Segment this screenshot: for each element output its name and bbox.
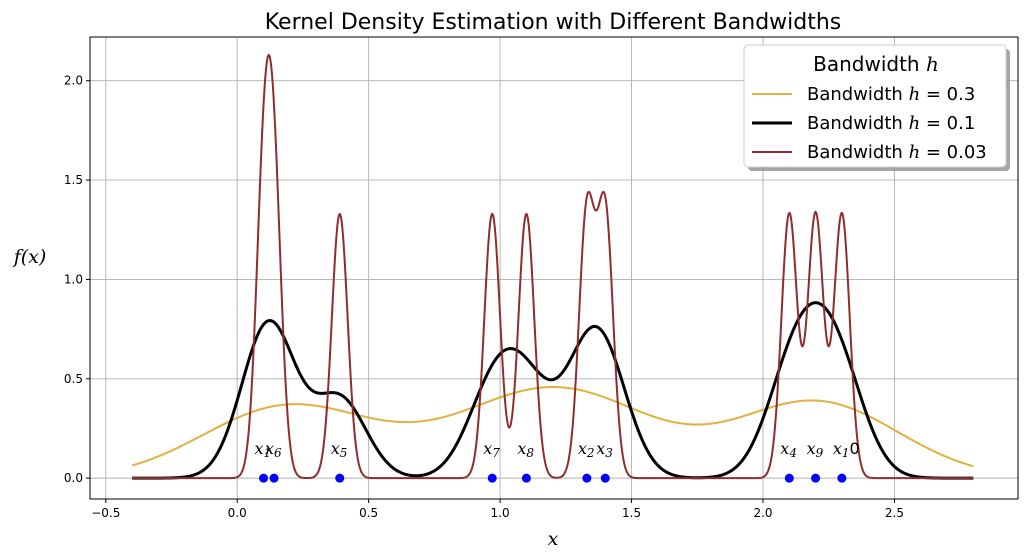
x-tick-label: 1.5 xyxy=(622,506,641,520)
legend-entries: Bandwidth h = 0.3 Bandwidth h = 0.1 Bandwi… xyxy=(752,84,987,163)
legend-label: Bandwidth h = 0.3 xyxy=(807,84,975,105)
sample-point xyxy=(259,473,269,483)
y-tick-label: 2.0 xyxy=(64,74,83,88)
y-axis-ticks: 0.0 0.5 1.0 1.5 2.0 xyxy=(64,74,90,485)
sample-point-label: x7 xyxy=(483,439,500,460)
sample-point-label: x1 xyxy=(255,439,272,460)
y-tick-label: 0.0 xyxy=(64,471,83,485)
density-curve-0 xyxy=(131,386,974,468)
sample-point-label: x4 xyxy=(780,439,797,460)
x-tick-label: 2.5 xyxy=(885,506,904,520)
sample-point-label: x9 xyxy=(807,439,824,460)
density-curve-2 xyxy=(131,53,974,480)
legend-label: Bandwidth h = 0.03 xyxy=(807,142,987,163)
x-tick-label: 1.0 xyxy=(491,506,510,520)
sample-point xyxy=(811,473,821,483)
chart-title: Kernel Density Estimation with Different… xyxy=(265,10,842,35)
sample-point-label: x3 xyxy=(596,439,613,460)
sample-point xyxy=(335,473,345,483)
sample-point xyxy=(487,473,497,483)
x-axis-label: x xyxy=(548,528,559,550)
sample-point xyxy=(600,473,610,483)
sample-point-label: x6 xyxy=(265,439,282,460)
sample-points xyxy=(259,473,847,483)
sample-point-label: x5 xyxy=(331,439,348,460)
legend-label: Bandwidth h = 0.1 xyxy=(807,113,975,134)
x-tick-label: 0.5 xyxy=(359,506,378,520)
y-tick-label: 1.5 xyxy=(64,173,83,187)
x-tick-label: −0.5 xyxy=(91,506,120,520)
sample-point xyxy=(784,473,794,483)
y-axis-label: f(x) xyxy=(12,246,47,268)
sample-point-label: x8 xyxy=(517,439,534,460)
x-tick-label: 0.0 xyxy=(228,506,247,520)
y-tick-label: 0.5 xyxy=(64,372,83,386)
legend-box xyxy=(743,44,1007,168)
sample-point-label: x10 xyxy=(833,439,860,460)
sample-point xyxy=(269,473,279,483)
sample-point xyxy=(521,473,531,483)
x-axis-ticks: −0.5 0.0 0.5 1.0 1.5 2.0 2.5 xyxy=(91,499,904,520)
density-curves xyxy=(131,53,975,480)
sample-point xyxy=(582,473,592,483)
x-tick-label: 2.0 xyxy=(753,506,772,520)
legend-title: Bandwidth h xyxy=(813,52,939,76)
sample-point-label: x2 xyxy=(578,439,595,460)
y-tick-label: 1.0 xyxy=(64,272,83,286)
plot-frame xyxy=(89,36,1019,500)
sample-point-labels: x1 x2 x3 x4 x5 x6 x7 x8 x9 x10 xyxy=(255,439,860,460)
sample-point xyxy=(837,473,847,483)
